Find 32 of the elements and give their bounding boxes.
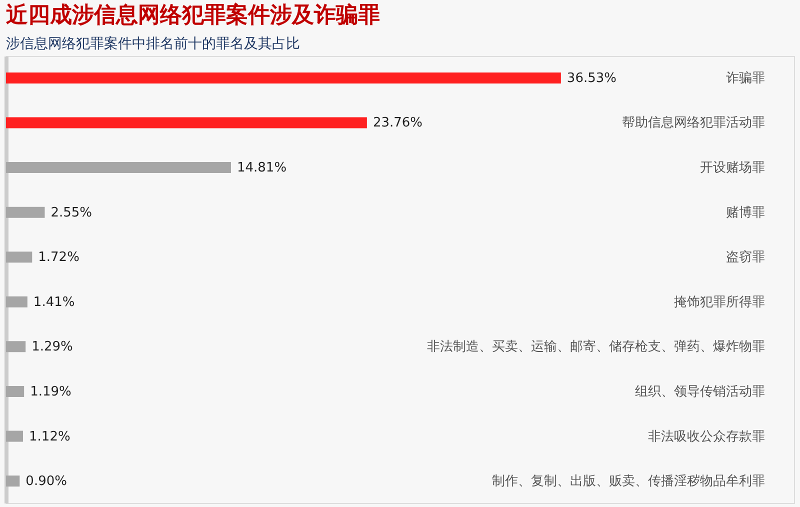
- y-tick-label: 开设赌场罪: [700, 160, 765, 176]
- bar: [6, 252, 32, 263]
- bar: [6, 476, 20, 487]
- y-tick-label: 盗窃罪: [726, 250, 765, 266]
- data-label: 14.81%: [236, 160, 287, 176]
- bar: [6, 72, 561, 84]
- y-tick-label: 掩饰犯罪所得罪: [674, 294, 765, 310]
- bar: [6, 296, 28, 308]
- data-label: 23.76%: [372, 116, 423, 131]
- bar: [6, 117, 367, 128]
- y-tick-label: 非法制造、买卖、运输、邮寄、储存枪支、弹药、爆炸物罪: [427, 338, 765, 355]
- data-label: 1.19%: [30, 384, 72, 400]
- y-tick-label: 组织、领导传销活动罪: [635, 384, 765, 400]
- y-tick-label: 赌博罪: [726, 205, 765, 220]
- data-label: 0.90%: [26, 474, 67, 490]
- data-label: 1.41%: [33, 294, 75, 310]
- data-label: 1.29%: [32, 340, 73, 355]
- y-tick-label: 非法吸收公众存款罪: [648, 429, 765, 444]
- bar: [6, 206, 45, 218]
- data-label: 36.53%: [566, 70, 617, 86]
- chart-subtitle: 涉信息网络犯罪案件中排名前十的罪名及其占比: [6, 35, 300, 52]
- data-label: 2.55%: [50, 205, 92, 220]
- chart-title: 近四成涉信息网络犯罪案件涉及诈骗罪: [5, 2, 380, 28]
- bar: [6, 341, 26, 352]
- data-label: 1.12%: [29, 429, 70, 444]
- bar: [6, 162, 231, 174]
- data-label: 1.72%: [38, 250, 80, 266]
- y-tick-label: 制作、复制、出版、贩卖、传播淫秽物品牟利罪: [492, 474, 765, 490]
- y-tick-label: 帮助信息网络犯罪活动罪: [622, 116, 765, 131]
- y-tick-label: 诈骗罪: [726, 70, 765, 86]
- bar: [6, 430, 24, 442]
- bar: [6, 386, 24, 397]
